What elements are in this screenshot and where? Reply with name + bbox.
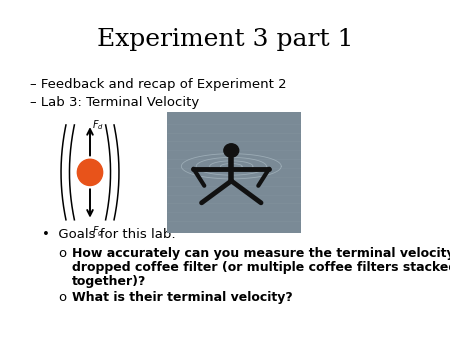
Text: dropped coffee filter (or multiple coffee filters stacked: dropped coffee filter (or multiple coffe… bbox=[72, 261, 450, 274]
Circle shape bbox=[77, 159, 103, 186]
Text: What is their terminal velocity?: What is their terminal velocity? bbox=[72, 291, 293, 304]
Text: •  Goals for this lab:: • Goals for this lab: bbox=[42, 228, 176, 241]
Text: o: o bbox=[58, 291, 66, 304]
Text: together)?: together)? bbox=[72, 275, 146, 288]
Circle shape bbox=[224, 144, 239, 157]
Text: Experiment 3 part 1: Experiment 3 part 1 bbox=[97, 28, 353, 51]
Text: – Lab 3: Terminal Velocity: – Lab 3: Terminal Velocity bbox=[30, 96, 199, 109]
Text: $F_d$: $F_d$ bbox=[92, 118, 104, 132]
Text: – Feedback and recap of Experiment 2: – Feedback and recap of Experiment 2 bbox=[30, 78, 287, 91]
Text: o: o bbox=[58, 247, 66, 260]
Text: How accurately can you measure the terminal velocity of a: How accurately can you measure the termi… bbox=[72, 247, 450, 260]
Text: $F_g$: $F_g$ bbox=[92, 224, 104, 239]
